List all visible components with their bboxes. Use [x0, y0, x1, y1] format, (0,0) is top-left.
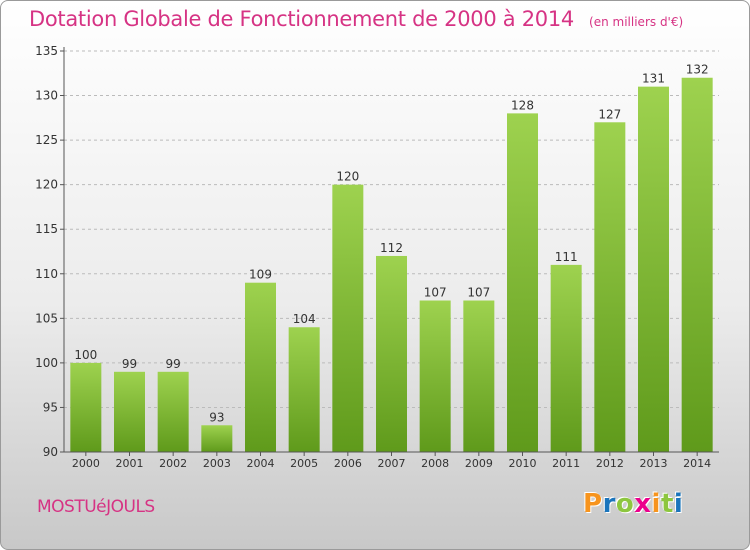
x-tick-label: 2000	[72, 457, 100, 470]
logo-letter: r	[602, 489, 616, 519]
bar-2010	[507, 113, 538, 452]
bar-2011	[550, 264, 582, 452]
logo-letter: i	[673, 489, 684, 519]
x-tick-label: 2010	[509, 457, 537, 470]
data-label-2002: 99	[166, 357, 181, 371]
y-tick-label: 130	[35, 89, 58, 103]
chart-subtitle: (en milliers d'€)	[589, 15, 684, 29]
x-tick-label: 2001	[116, 457, 144, 470]
logo-letter: t	[660, 489, 674, 519]
chart-title: Dotation Globale de Fonctionnement de 20…	[29, 7, 574, 31]
bar-2000	[70, 362, 102, 452]
y-tick-label: 90	[43, 445, 58, 459]
data-label-2012: 127	[598, 107, 621, 121]
data-label-2006: 120	[336, 170, 359, 184]
x-tick-label: 2008	[421, 457, 449, 470]
logo-letter: P	[583, 489, 603, 519]
x-tick-label: 2012	[596, 457, 624, 470]
bar-2007	[376, 255, 407, 452]
y-tick-label: 135	[35, 44, 58, 58]
bars: 100 99 99 93 109 104 120 112 107 107 128 111 127 131 1…	[70, 63, 713, 453]
x-tick-label: 2014	[683, 457, 711, 470]
bar-2004	[245, 282, 276, 452]
x-tick-label: 2004	[247, 457, 275, 470]
logo-letter: o	[615, 489, 635, 519]
x-tick-label: 2006	[334, 457, 362, 470]
y-tick-label: 110	[35, 267, 58, 281]
x-tick-label: 2003	[203, 457, 231, 470]
title-row: Dotation Globale de Fonctionnement de 20…	[29, 7, 683, 31]
x-tick-label: 2007	[378, 457, 406, 470]
bar-2006	[332, 184, 364, 452]
proxiti-logo[interactable]: Proxiti	[583, 489, 683, 519]
logo-letter: i	[651, 489, 661, 519]
y-tick-label: 105	[35, 311, 58, 325]
bar-2012	[594, 122, 626, 453]
data-label-2013: 131	[642, 72, 665, 86]
bar-2013	[638, 86, 669, 453]
bar-2008	[419, 300, 451, 452]
data-label-2010: 128	[511, 98, 534, 112]
x-tick-label: 2009	[465, 457, 493, 470]
x-tick-label: 2002	[159, 457, 187, 470]
data-label-2000: 100	[74, 348, 97, 362]
data-label-2014: 132	[686, 63, 709, 77]
bar-2005	[288, 327, 320, 452]
commune-name: MOSTUéJOULS	[37, 497, 155, 517]
bar-2001	[114, 371, 145, 452]
y-tick-label: 125	[35, 133, 58, 147]
data-label-2007: 112	[380, 241, 403, 255]
y-tick-label: 115	[35, 222, 58, 236]
data-label-2005: 104	[293, 312, 316, 326]
data-label-2008: 107	[424, 286, 447, 300]
y-tick-label: 95	[43, 400, 58, 414]
data-label-2009: 107	[467, 286, 490, 300]
x-tick-label: 2005	[290, 457, 318, 470]
data-label-2011: 111	[555, 250, 578, 264]
bar-2003	[201, 425, 233, 452]
bar-2009	[463, 300, 495, 452]
axes: 90 95 100 105 110 115 120 125 130 135 2000 2001 2002…	[35, 44, 719, 470]
x-tick-label: 2013	[640, 457, 668, 470]
data-label-2004: 109	[249, 268, 272, 282]
x-tick-label: 2011	[552, 457, 580, 470]
y-tick-label: 100	[35, 356, 58, 370]
bar-2002	[157, 371, 189, 452]
bar-2014	[681, 77, 713, 452]
logo-letter: x	[634, 489, 652, 519]
data-label-2001: 99	[122, 357, 137, 371]
data-label-2003: 93	[209, 410, 224, 424]
y-tick-label: 120	[35, 178, 58, 192]
